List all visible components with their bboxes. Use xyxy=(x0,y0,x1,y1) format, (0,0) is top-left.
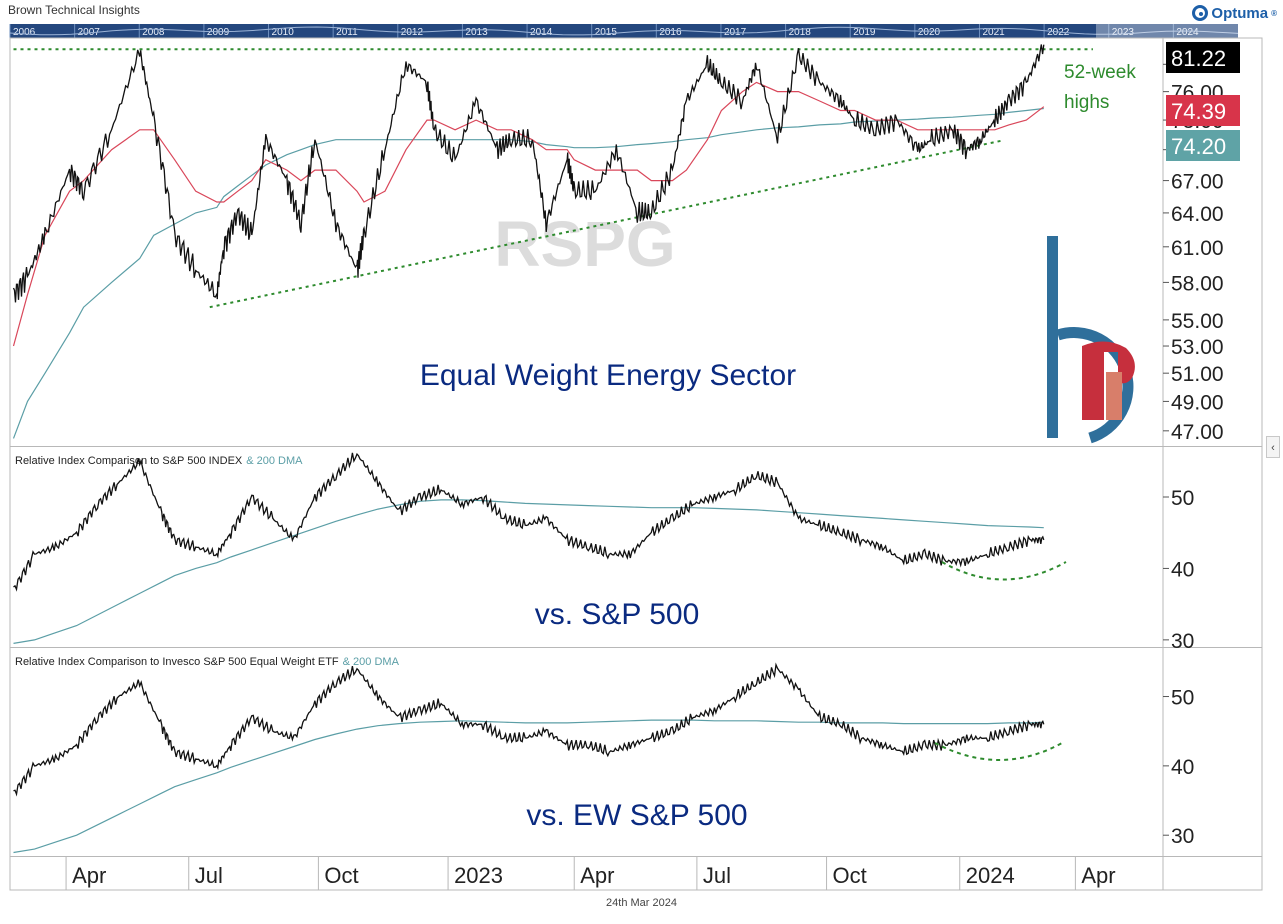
timeline-year-label: 2013 xyxy=(465,27,488,38)
series-line-200-dma xyxy=(13,719,1044,854)
y-tick-label: 61.00 xyxy=(1171,237,1224,260)
series-line-200-dma xyxy=(13,499,1044,644)
x-tick-label: Apr xyxy=(72,863,106,888)
panel-title-ma: & 200 DMA xyxy=(246,455,303,467)
panel-title-ma: & 200 DMA xyxy=(343,656,400,668)
y-tick-label: 51.00 xyxy=(1171,363,1224,386)
timeline-year-label: 2024 xyxy=(1176,27,1199,38)
x-tick-label: 2023 xyxy=(454,863,503,888)
panel-collapse-toggle[interactable]: ‹ xyxy=(1266,436,1280,458)
rounding-bottom-arc xyxy=(934,742,1063,761)
rounding-bottom-arc xyxy=(941,561,1067,581)
y-tick-label: 40 xyxy=(1171,756,1194,779)
timeline-year-label: 2021 xyxy=(982,27,1005,38)
bti-logo-stem xyxy=(1047,236,1058,438)
x-tick-label: Apr xyxy=(1081,863,1115,888)
timeline-year-label: 2022 xyxy=(1047,27,1070,38)
ticker-watermark-text: RSPG xyxy=(494,208,675,280)
timeline-year-label: 2015 xyxy=(595,27,618,38)
y-tick-label: 58.00 xyxy=(1171,272,1224,295)
last-price-badge xyxy=(1166,42,1240,73)
timeline-navigator[interactable]: 2006 2007 2008 2009 2010 2011 2012 2013 2014 2015… xyxy=(9,24,1239,38)
y-tick-label: 64.00 xyxy=(1171,203,1224,226)
timeline-year-label: 2018 xyxy=(789,27,812,38)
y-tick-label: 47.00 xyxy=(1171,421,1224,444)
panel-subtitle: Equal Weight Energy Sector xyxy=(420,359,796,392)
panel-title: Relative Index Comparison to Invesco S&P… xyxy=(15,656,400,668)
last-price-badge-text: 81.22 xyxy=(1171,46,1226,71)
x-tick-label: Jul xyxy=(195,863,223,888)
timeline-year-label: 2016 xyxy=(659,27,682,38)
trendline xyxy=(209,139,1002,309)
timeline-year-label: 2010 xyxy=(272,27,295,38)
timeline-trace xyxy=(9,26,1239,36)
timeline-year-label: 2006 xyxy=(13,27,36,38)
y-tick-label: 53.00 xyxy=(1171,336,1224,359)
series-line-relative xyxy=(13,452,1045,592)
chart-border xyxy=(9,37,1263,891)
chart-panel-1: 47.00 49.00 51.00 53.00 55.00 58.00 61.00 64.00… xyxy=(12,42,1240,444)
chart-panel-3: 30 40 50 Relative Index Comparison to Inves… xyxy=(13,656,1194,854)
y-tick-label: 67.00 xyxy=(1171,171,1224,194)
brown-technical-insights-logo xyxy=(1047,236,1135,444)
y-tick-label: 30 xyxy=(1171,630,1194,653)
trademark-symbol: ® xyxy=(1271,8,1277,18)
x-tick-label: Apr xyxy=(580,863,614,888)
x-tick-label: Oct xyxy=(324,863,358,888)
annotation-52-week: 52-week xyxy=(1064,62,1136,83)
timeline-year-label: 2009 xyxy=(207,27,230,38)
series-line-50-dma xyxy=(12,81,1045,347)
ma200-value-badge-text: 74.20 xyxy=(1171,134,1226,159)
panel-subtitle: vs. EW S&P 500 xyxy=(526,799,747,832)
y-tick-label: 49.00 xyxy=(1171,391,1224,414)
timeline-year-label: 2008 xyxy=(142,27,165,38)
x-tick-label: Jul xyxy=(703,863,731,888)
y-tick-label: 50 xyxy=(1171,687,1194,710)
bti-logo-bar xyxy=(1106,372,1122,420)
x-tick-label: Oct xyxy=(833,863,867,888)
y-tick-label: 30 xyxy=(1171,825,1194,848)
ma50-value-badge-text: 74.39 xyxy=(1171,99,1226,124)
panel-frames xyxy=(9,37,1263,891)
chart-panel-2: 30 40 50 Relative Index Comparison to S&P 5… xyxy=(13,452,1194,653)
optuma-wordmark: Optuma xyxy=(1211,4,1269,22)
annotation-highs: highs xyxy=(1064,92,1109,113)
y-tick-label: 55.00 xyxy=(1171,310,1224,333)
timeline-selection-window[interactable] xyxy=(1096,24,1238,38)
series-line-relative xyxy=(13,662,1045,797)
bti-logo-mark xyxy=(1082,341,1135,420)
ticker-watermark: RSPG xyxy=(494,208,675,280)
timeline-year-label: 2011 xyxy=(336,27,358,38)
ma50-value-badge xyxy=(1166,95,1240,126)
x-axis: Apr Jul Oct 2023 Apr Jul Oct 2024 Apr xyxy=(65,856,1116,890)
y-tick-label: 50 xyxy=(1171,487,1194,510)
timeline-year-label: 2014 xyxy=(530,27,553,38)
optuma-icon xyxy=(1192,5,1209,21)
panel-subtitle: vs. S&P 500 xyxy=(535,598,700,631)
ma200-value-badge xyxy=(1166,130,1240,161)
panel-title: Relative Index Comparison to S&P 500 IND… xyxy=(15,455,303,467)
timeline-year-label: 2020 xyxy=(918,27,941,38)
chart-date: 24th Mar 2024 xyxy=(606,897,677,909)
timeline-year-label: 2023 xyxy=(1112,27,1135,38)
brand-label: Brown Technical Insights xyxy=(8,3,140,17)
series-line-rspg xyxy=(12,44,1045,303)
optuma-logo: Optuma ® xyxy=(1192,2,1277,24)
y-tick-label: 40 xyxy=(1171,558,1194,581)
timeline-year-label: 2019 xyxy=(853,27,876,38)
x-tick-label: 2024 xyxy=(966,863,1015,888)
